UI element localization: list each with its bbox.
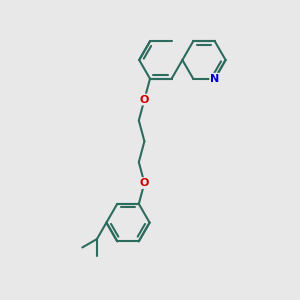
Text: N: N — [210, 74, 219, 84]
Text: O: O — [140, 94, 149, 105]
Text: O: O — [140, 178, 149, 188]
